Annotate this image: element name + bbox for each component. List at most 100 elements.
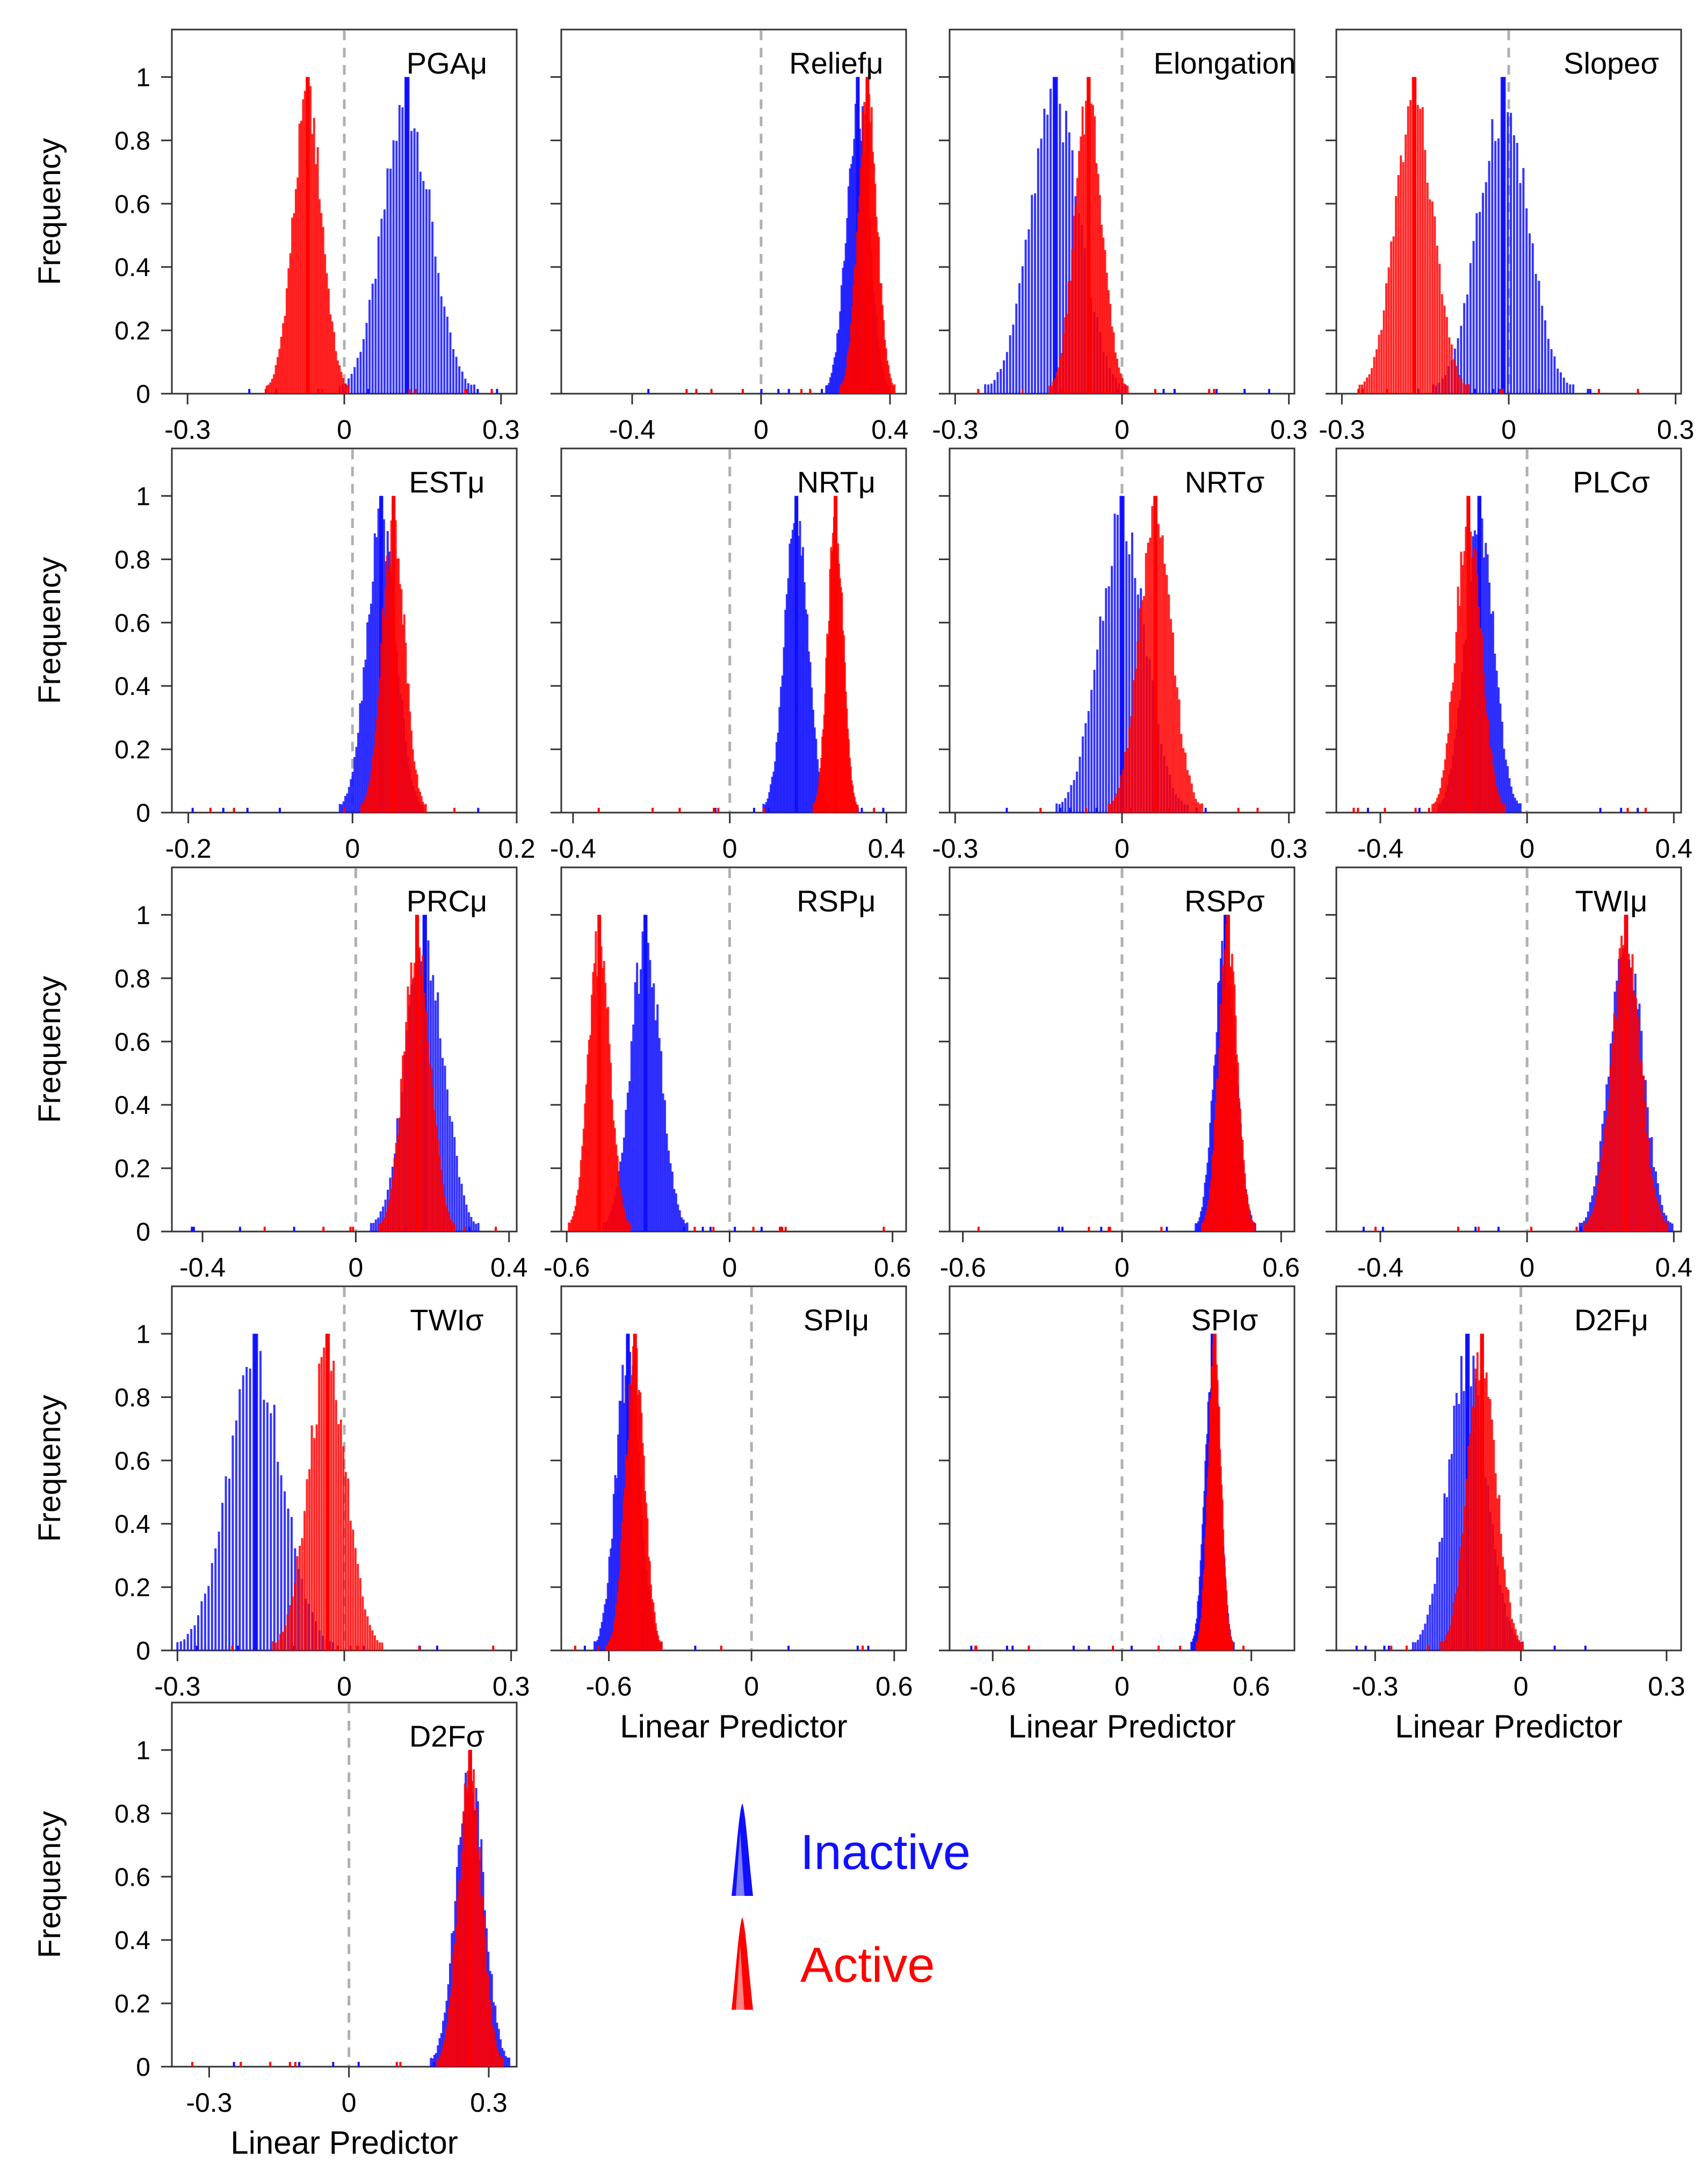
series-active [1390,1334,1524,1650]
y-tick-label: 0.4 [114,672,150,701]
y-tick-label: 0.4 [114,1510,150,1539]
x-tick-label: -0.6 [940,1252,986,1283]
x-tick-label: 0 [345,834,360,864]
panel-title: D2Fσ [409,1719,484,1753]
x-tick-label: 0 [1501,415,1516,445]
x-tick-label: 0 [337,415,352,445]
x-tick-label: 0.3 [493,1671,530,1701]
x-tick-label: 0.6 [1263,1252,1300,1283]
y-tick-label: 0.2 [114,1990,150,2018]
x-tick-label: 0 [1114,1671,1130,1701]
panel-title: ESTμ [409,465,484,499]
series-active [231,1334,495,1650]
panel-7: PLCσ -0.4 0 0.4 [1326,447,1693,864]
plot-frame [1335,447,1682,814]
plot-frame [171,866,518,1233]
y-axis-title: Frequency [32,1395,67,1542]
series-active [1357,77,1639,394]
x-tick-label: -0.4 [1357,1252,1403,1283]
x-tick-label: -0.6 [969,1671,1016,1701]
panel-title: RSPμ [797,884,875,918]
x-tick-label: -0.4 [609,415,655,445]
y-tick-label: 0 [136,799,150,828]
y-tick-label: 0.4 [114,254,150,282]
plot-frame [171,447,518,814]
series-active [1374,915,1669,1232]
x-tick-label: 0 [1114,834,1130,864]
x-tick-label: 0.2 [498,834,535,864]
x-tick-label: 0.6 [1233,1671,1270,1701]
panel-title: Slopeσ [1564,46,1659,80]
legend-label-inactive: Inactive [800,1825,971,1880]
legend-swatch-inactive [732,1804,753,1896]
series-active [977,77,1215,394]
y-tick-label: 0.2 [114,1574,150,1602]
y-tick-label: 0 [136,380,150,409]
x-tick-label: 0.3 [470,2088,508,2118]
panel-14: SPIσ -0.6 0 0.6 Linear Predictor [939,1285,1296,1744]
x-tick-label: 0 [342,2088,357,2118]
x-tick-label: 0 [1514,1671,1529,1701]
x-tick-label: -0.3 [932,415,978,445]
panel-16: D2Fσ -0.3 0 0.3 0 0.2 0.4 0.6 0.8 1 Frequency Linea… [32,1701,518,2161]
panel-title: PRCμ [407,884,488,918]
series-inactive [248,77,498,394]
panel-title: NRTμ [797,465,875,499]
legend-label-active: Active [800,1938,935,1993]
panel-title: Reliefμ [789,46,883,80]
plot-frame [560,447,907,814]
x-tick-label: -0.2 [165,834,211,864]
x-tick-label: 0.6 [874,1252,911,1283]
y-tick-label: 0.4 [114,1091,150,1120]
x-tick-label: 0.3 [482,415,520,445]
y-tick-label: 0.8 [114,965,150,993]
y-tick-label: 0 [136,2053,150,2082]
y-tick-label: 0.2 [114,1155,150,1183]
x-tick-label: -0.4 [1357,834,1403,864]
x-axis-title: Linear Predictor [620,1708,848,1744]
x-tick-label: 0.3 [1648,1671,1685,1701]
x-axis-title: Linear Predictor [1008,1708,1236,1744]
panel-title: SPIμ [804,1303,870,1337]
x-tick-label: -0.3 [154,1671,200,1701]
panel-title: TWIμ [1575,884,1648,918]
x-tick-label: -0.3 [1352,1671,1398,1701]
y-tick-label: 0.8 [114,127,150,155]
x-tick-label: 0 [722,834,737,864]
y-tick-label: 0.8 [114,1800,150,1828]
legend-item-active: Active [732,1917,935,2010]
y-tick-label: 0 [136,1637,150,1665]
x-tick-label: 0 [1114,415,1130,445]
x-tick-label: 0.3 [1657,415,1695,445]
x-tick-label: 0.4 [868,834,906,864]
legend-swatch-active [732,1917,753,2010]
x-tick-label: 0 [744,1671,759,1701]
series-inactive [1417,77,1591,394]
legend-item-inactive: Inactive [732,1804,971,1896]
y-tick-label: 1 [136,482,150,511]
x-tick-label: 0.4 [871,415,909,445]
x-tick-label: 0.4 [1655,834,1693,864]
legend-swatch-active-shade [736,1945,744,2010]
x-tick-label: 0 [348,1252,363,1283]
y-axis-title: Frequency [32,1811,67,1958]
y-tick-label: 0.6 [114,609,150,638]
panel-13: SPIμ -0.6 0 0.6 Linear Predictor [551,1285,913,1744]
x-tick-label: 0 [722,1252,737,1283]
series-active [685,77,896,394]
panel-3: Slopeσ -0.3 0 0.3 [1319,28,1695,445]
panel-2: Elongation -0.3 0 0.3 [932,28,1307,445]
y-tick-label: 1 [136,1320,150,1349]
series-active [974,1334,1245,1650]
x-tick-label: -0.3 [932,834,978,864]
y-tick-label: 0.2 [114,736,150,764]
x-tick-label: -0.6 [544,1252,590,1283]
series-active [574,1334,864,1650]
x-tick-label: -0.3 [186,2088,232,2118]
panel-title: Elongation [1154,46,1296,80]
x-axis-title: Linear Predictor [230,2125,458,2161]
y-tick-label: 1 [136,901,150,930]
legend-swatch-inactive-shade [736,1831,744,1896]
panel-11: TWIμ -0.4 0 0.4 [1326,866,1692,1283]
